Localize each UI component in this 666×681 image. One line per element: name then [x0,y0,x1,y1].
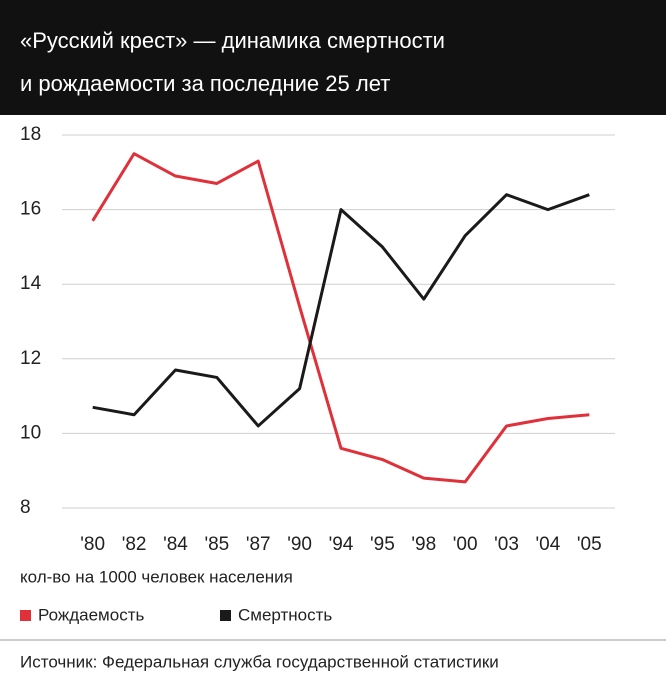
x-tick-label: '98 [411,534,436,555]
x-tick-label: '04 [536,534,561,555]
source: Источник: Федеральная служба государстве… [20,652,499,671]
x-tick-label: '95 [370,534,395,555]
x-tick-label: '00 [453,534,478,555]
chart-title-line: и рождаемости за последние 25 лет [20,71,390,96]
x-tick-label: '05 [577,534,602,555]
x-tick-label: '82 [122,534,147,555]
header-band [0,0,666,115]
x-tick-label: '84 [163,534,188,555]
x-tick-label: '90 [287,534,312,555]
x-tick-label: '03 [494,534,519,555]
legend-label: Смертность [238,605,332,624]
y-tick-label: 10 [20,422,41,443]
legend-label: Рождаемость [38,605,144,624]
x-tick-label: '80 [80,534,105,555]
y-tick-label: 14 [20,273,42,294]
x-tick-label: '85 [204,534,229,555]
x-tick-label: '87 [246,534,271,555]
y-tick-label: 8 [20,497,31,518]
data-line [91,152,590,484]
y-tick-label: 16 [20,199,41,220]
chart-title-line: «Русский крест» — динамика смертности [20,28,445,53]
legend-swatch [220,610,231,621]
y-tick-label: 12 [20,348,41,369]
axis-label: кол-во на 1000 человек населения [20,567,293,586]
data-line [92,193,590,428]
y-tick-label: 18 [20,124,41,145]
x-tick-label: '94 [329,534,354,555]
legend-swatch [20,610,31,621]
